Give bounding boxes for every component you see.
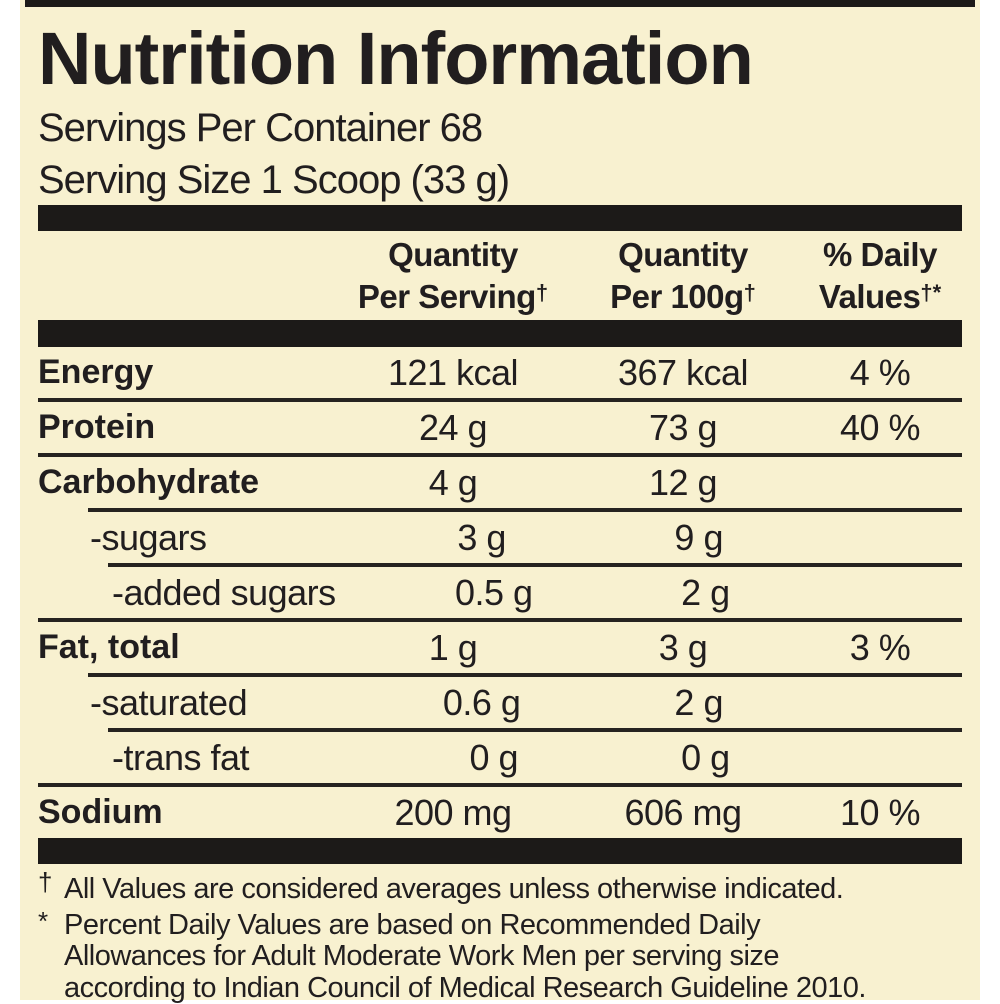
per-serving-value-cell: 200 mg (338, 792, 568, 834)
per-100g-value-cell: 2 g (590, 682, 807, 724)
footnote: †All Values are considered averages unle… (38, 874, 962, 906)
per-serving-value-cell: 1 g (338, 627, 568, 669)
nutrient-name-cell: Fat, total (38, 628, 338, 667)
daily-value-cell: 10 % (798, 792, 962, 834)
per-100g-value-cell: 606 mg (568, 792, 798, 834)
column-header-line2: Per Serving (358, 278, 536, 315)
per-100g-value-cell: 0 g (600, 737, 812, 779)
per-100g-value-cell: 12 g (568, 462, 798, 504)
nutrition-label-panel: Nutrition Information Servings Per Conta… (20, 0, 980, 1000)
column-header-line2: Per 100g (610, 278, 744, 315)
nutrient-name-cell: -trans fat (38, 737, 388, 779)
footnote-text: Percent Daily Values are based on Recomm… (64, 909, 866, 1004)
dagger-symbol: † (536, 280, 548, 305)
nutrient-name-cell: -saturated (38, 682, 373, 724)
per-serving-value-cell: 4 g (338, 462, 568, 504)
thick-separator-bar-bottom (38, 838, 962, 864)
per-100g-value-cell: 9 g (590, 517, 807, 559)
per-100g-value-cell: 3 g (568, 627, 798, 669)
servings-per-container-text: Servings Per Container 68 (38, 103, 962, 153)
footnote-text: All Values are considered averages unles… (64, 873, 843, 905)
per-100g-value-cell: 2 g (600, 572, 812, 614)
nutrient-name-cell: Sodium (38, 793, 338, 832)
footnote: *Percent Daily Values are based on Recom… (38, 910, 962, 1004)
column-header-line1: % Daily (823, 236, 937, 273)
column-header-line2: Values (819, 278, 921, 315)
thick-separator-bar-top (38, 205, 962, 231)
per-100g-value-cell: 73 g (568, 407, 798, 449)
column-header-per-100g: Quantity Per 100g† (568, 236, 798, 316)
per-serving-value-cell: 0.5 g (388, 572, 600, 614)
daily-value-cell: 4 % (798, 352, 962, 394)
dagger-symbol: † (744, 280, 756, 305)
nutrient-name-cell: Carbohydrate (38, 463, 338, 502)
column-headers-row: Quantity Per Serving† Quantity Per 100g†… (38, 231, 962, 320)
daily-value-cell: 40 % (798, 407, 962, 449)
footnote-marker: * (38, 906, 48, 938)
per-serving-value-cell: 0.6 g (373, 682, 590, 724)
per-serving-value-cell: 0 g (388, 737, 600, 779)
daily-value-cell: 3 % (798, 627, 962, 669)
nutrient-name-cell: -added sugars (38, 572, 388, 614)
per-serving-value-cell: 24 g (338, 407, 568, 449)
per-100g-value-cell: 367 kcal (568, 352, 798, 394)
label-title: Nutrition Information (38, 21, 962, 97)
dagger-asterisk-symbol: †* (920, 280, 941, 305)
nutrient-name-cell: Protein (38, 408, 338, 447)
column-header-line1: Quantity (388, 236, 518, 273)
serving-size-text: Serving Size 1 Scoop (33 g) (38, 155, 962, 205)
footnotes-section: †All Values are considered averages unle… (38, 874, 962, 1004)
column-header-line1: Quantity (618, 236, 748, 273)
per-serving-value-cell: 121 kcal (338, 352, 568, 394)
top-rule-bar (25, 0, 975, 7)
thick-separator-bar-header (38, 320, 962, 347)
footnote-marker: † (38, 867, 52, 899)
per-serving-value-cell: 3 g (373, 517, 590, 559)
nutrient-name-cell: Energy (38, 353, 338, 392)
column-header-daily-values: % Daily Values†* (798, 236, 962, 316)
nutrient-name-cell: -sugars (38, 517, 373, 559)
column-header-per-serving: Quantity Per Serving† (338, 236, 568, 316)
